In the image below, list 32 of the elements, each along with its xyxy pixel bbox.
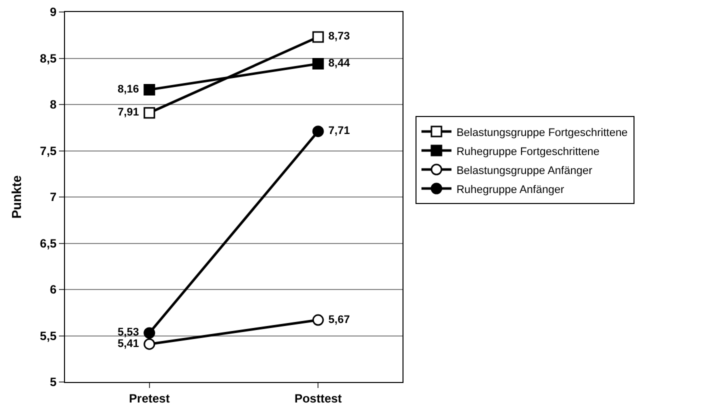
y-tick-label: 7 (50, 190, 57, 204)
y-tick-label: 9 (50, 5, 57, 20)
data-label: 8,73 (325, 30, 353, 43)
y-axis-title: Punkte (8, 175, 24, 219)
data-label: 7,71 (325, 125, 353, 138)
y-tick-label: 7,5 (40, 144, 57, 158)
y-tick-label: 6,5 (40, 236, 57, 250)
legend-label: Ruhegruppe Fortgeschrittene (456, 146, 600, 158)
data-label: 5,53 (114, 326, 142, 339)
point (312, 314, 324, 326)
data-label: 5,67 (325, 314, 353, 326)
legend-label: Belastungsgruppe Anfänger (456, 164, 593, 177)
point (144, 338, 156, 350)
data-label: 8,16 (114, 83, 142, 96)
y-tick-label: 5 (50, 375, 57, 390)
y-tick-label: 6 (50, 282, 57, 297)
y-tick-label: 8,5 (40, 51, 57, 66)
y-tick-label: 5,5 (40, 328, 57, 343)
legend-label: Ruhegruppe Anfänger (456, 184, 564, 196)
data-label: 5,41 (114, 338, 142, 350)
x-tick-label: Posttest (294, 391, 342, 406)
data-label: 7,91 (114, 106, 142, 119)
point (144, 84, 156, 96)
legend-label: Belastungsgruppe Fortgeschrittene (456, 126, 628, 139)
data-label: 8,44 (325, 58, 353, 70)
point (312, 31, 324, 43)
point (312, 126, 324, 138)
point (312, 58, 324, 70)
point (144, 107, 156, 119)
y-tick-label: 8 (50, 98, 57, 112)
point (144, 327, 156, 339)
x-tick-label: Pretest (129, 391, 170, 406)
